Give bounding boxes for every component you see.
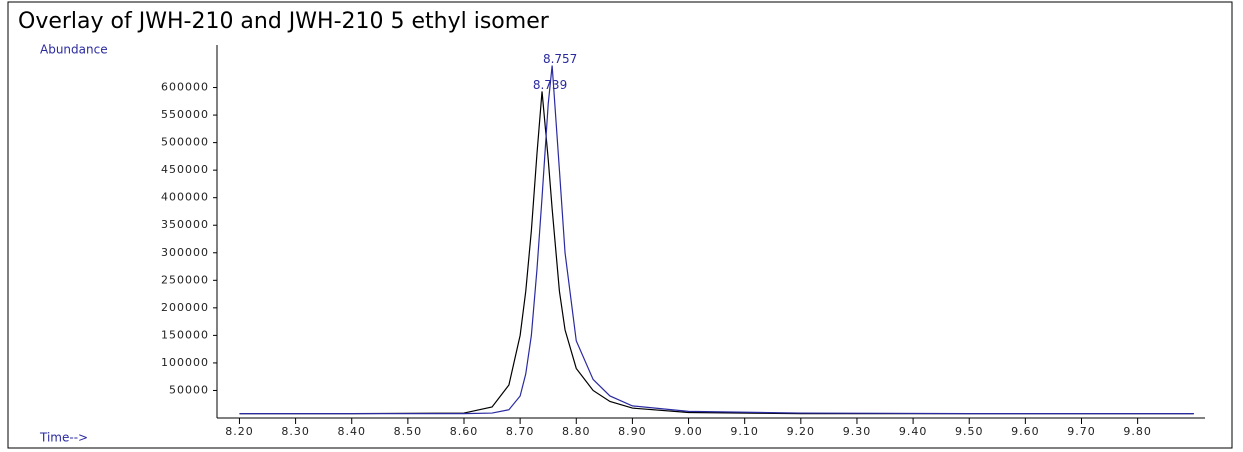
- y-tick-label: 200000: [161, 301, 209, 314]
- x-tick-label: 8.20: [225, 425, 254, 438]
- x-tick-label: 8.80: [562, 425, 591, 438]
- peak-label: 8.739: [533, 78, 567, 92]
- y-tick-label: 300000: [161, 246, 209, 259]
- y-tick-label: 600000: [161, 81, 209, 94]
- y-tick-label: 350000: [161, 218, 209, 231]
- x-tick-label: 8.60: [450, 425, 479, 438]
- chart-title: Overlay of JWH-210 and JWH-210 5 ethyl i…: [18, 9, 550, 34]
- y-tick-label: 250000: [161, 273, 209, 286]
- y-tick-label: 500000: [161, 136, 209, 149]
- series-line: [239, 65, 1194, 415]
- x-tick-label: 9.30: [843, 425, 872, 438]
- x-tick-label: 9.10: [730, 425, 759, 438]
- x-tick-label: 9.50: [955, 425, 984, 438]
- x-tick-label: 9.20: [787, 425, 816, 438]
- y-tick-label: 400000: [161, 191, 209, 204]
- x-tick-label: 9.70: [1067, 425, 1096, 438]
- x-tick-label: 9.40: [899, 425, 928, 438]
- x-tick-label: 8.40: [337, 425, 366, 438]
- x-tick-label: 8.50: [394, 425, 423, 438]
- peak-label: 8.757: [543, 52, 577, 66]
- x-axis-label: Time-->: [39, 431, 88, 445]
- x-tick-label: 8.70: [506, 425, 535, 438]
- y-tick-label: 150000: [161, 328, 209, 341]
- frame: [7, 1, 1233, 449]
- x-tick-label: 9.80: [1123, 425, 1152, 438]
- x-tick-label: 8.90: [618, 425, 647, 438]
- y-tick-label: 50000: [169, 383, 209, 396]
- x-tick-label: 9.60: [1011, 425, 1040, 438]
- x-tick-label: 8.30: [281, 425, 310, 438]
- series-line: [239, 91, 1194, 415]
- y-axis-label: Abundance: [40, 43, 108, 57]
- y-tick-label: 450000: [161, 163, 209, 176]
- x-tick-label: 9.00: [674, 425, 703, 438]
- y-tick-label: 100000: [161, 356, 209, 369]
- y-tick-label: 550000: [161, 108, 209, 121]
